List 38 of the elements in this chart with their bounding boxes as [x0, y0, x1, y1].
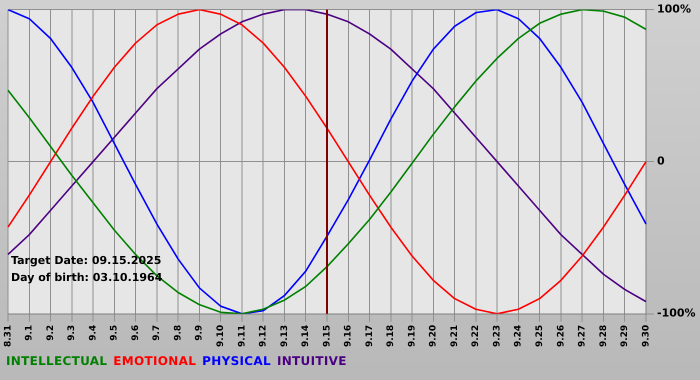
x-tick-label: 9.22: [471, 324, 482, 348]
text: EMOTIONAL: [113, 354, 196, 368]
x-tick-label: 9.6: [130, 324, 141, 341]
x-tick-label: 9.13: [280, 324, 290, 348]
x-tick-label: 9.3: [67, 324, 78, 341]
x-tick-label: 9.2: [46, 324, 56, 341]
x-tick-label: 9.18: [386, 324, 396, 348]
x-tick-label: 9.11: [237, 324, 248, 348]
x-tick-label: 8.31: [3, 324, 14, 348]
x-tick-label: 9.4: [88, 324, 98, 341]
x-tick-label: 9.9: [194, 324, 205, 341]
x-tick-label: 9.7: [152, 324, 162, 341]
x-tick-label: 9.23: [492, 324, 502, 348]
x-tick-label: 9.27: [578, 324, 588, 348]
x-tick-label: 9.14: [301, 324, 312, 348]
text: PHYSICAL: [202, 354, 271, 368]
text: INTUITIVE: [276, 354, 347, 368]
y-tick-label: -100%: [657, 306, 696, 320]
x-tick-label: 9.24: [514, 324, 524, 348]
text: INTELLECTUAL: [6, 354, 108, 368]
x-tick-label: 9.8: [173, 324, 184, 341]
x-tick-label: 9.28: [598, 324, 609, 348]
x-tick-label: 9.12: [258, 324, 269, 348]
x-tick-label: 9.17: [364, 324, 375, 348]
x-tick-label: 9.30: [641, 324, 652, 348]
x-tick-label: 9.21: [450, 324, 460, 348]
x-tick-label: 9.16: [344, 324, 354, 348]
y-tick-label: 0: [657, 154, 665, 168]
x-tick-label: 9.10: [216, 324, 226, 348]
x-tick-label: 9.20: [428, 324, 439, 348]
x-tick-label: 9.19: [407, 324, 418, 348]
x-tick-label: 9.29: [620, 324, 630, 348]
y-tick-label: 100%: [657, 2, 691, 16]
x-tick-label: 9.1: [24, 324, 35, 341]
x-tick-label: 9.15: [322, 324, 332, 348]
x-tick-label: 9.5: [110, 324, 120, 341]
x-tick-label: 9.26: [556, 324, 566, 348]
x-tick-label: 9.25: [535, 324, 546, 348]
